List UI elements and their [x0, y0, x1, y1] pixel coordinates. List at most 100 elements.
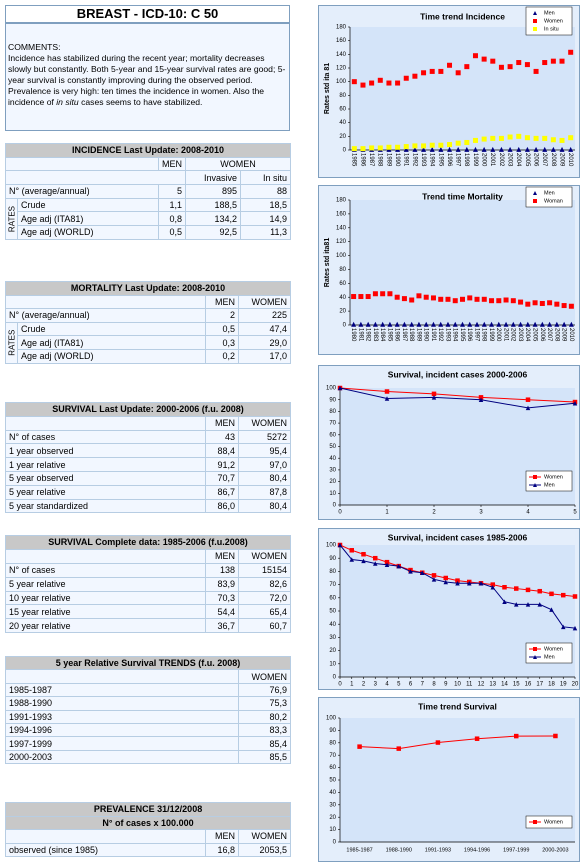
marker: [481, 296, 487, 302]
row-label: 5 year relative: [5, 576, 206, 592]
marker: [386, 144, 392, 150]
row: 5 year standardized 86,0 80,4: [5, 498, 292, 514]
cell-value: 86,0: [205, 498, 239, 514]
marker: [550, 137, 556, 143]
row-label: 1 year observed: [5, 443, 206, 459]
y-tick-label: 70: [329, 582, 336, 588]
x-tick-label: 2008: [553, 328, 559, 342]
y-tick-label: 10: [329, 491, 336, 497]
x-tick-label: 2009: [558, 153, 564, 167]
marker: [403, 75, 409, 81]
cell: [5, 294, 206, 310]
table-title: PREVALENCE 31/12/2008: [4, 802, 292, 817]
marker: [431, 391, 437, 397]
cell-value: 2: [205, 308, 239, 323]
marker: [510, 298, 516, 304]
cell-value: 0,5: [205, 321, 239, 337]
marker: [489, 321, 495, 327]
x-tick-label: 19: [560, 682, 567, 688]
marker: [394, 294, 400, 300]
column-header: MEN: [205, 415, 239, 431]
marker: [525, 602, 531, 607]
row: MEN WOMEN: [5, 548, 292, 564]
marker: [537, 588, 542, 594]
x-tick-label: 1994: [429, 153, 435, 167]
marker: [438, 68, 444, 74]
legend-label: Women: [544, 819, 563, 825]
cell-value: 5: [158, 184, 186, 199]
y-tick-label: 160: [336, 211, 347, 217]
marker: [412, 146, 418, 152]
y-tick-label: 30: [329, 467, 336, 473]
marker: [431, 577, 437, 582]
marker: [498, 135, 504, 141]
text: in situ: [56, 97, 79, 107]
x-tick-label: 1: [385, 510, 389, 516]
row: 5 year relative 83,9 82,6: [5, 576, 292, 592]
table-subtitle: N° of cases x 100.000: [4, 815, 292, 830]
y-tick-label: 100: [336, 253, 347, 259]
marker: [365, 321, 371, 327]
x-tick-label: 1992: [411, 153, 417, 167]
cell-value: 80,4: [237, 470, 292, 486]
marker: [533, 146, 539, 152]
marker: [525, 587, 531, 593]
marker: [438, 321, 444, 327]
cell-value: 0,5: [158, 225, 186, 240]
chart: Time trend Incidence 0 20 40 60 80 100 120 140 16…: [318, 5, 580, 178]
row-label: observed (since 1985): [5, 842, 206, 857]
marker: [481, 146, 487, 152]
x-tick-label: 10: [454, 682, 461, 688]
y-tick-label: 60: [339, 107, 346, 113]
x-tick-label: 1990: [423, 328, 429, 342]
row-label: 1994-1996: [5, 722, 239, 738]
cell: [5, 415, 206, 431]
cell-value: 80,4: [237, 498, 292, 514]
cell-value: 85,4: [237, 736, 292, 751]
marker: [478, 395, 484, 400]
marker: [572, 594, 578, 599]
marker: [502, 599, 507, 605]
chart-title: Survival, incident cases 1985-2006: [388, 532, 528, 542]
y-tick-label: 100: [336, 79, 347, 85]
row: 2000-2003 85,5: [5, 749, 292, 765]
marker: [455, 581, 460, 586]
row: 1991-1993 80,2: [5, 709, 292, 724]
cell-value: 2053,5: [237, 842, 292, 857]
x-tick-label: 1998: [481, 328, 487, 342]
text: cases seems to have stabilized.: [78, 97, 203, 107]
cell-value: 88,4: [205, 443, 239, 459]
column-header: MEN: [158, 156, 186, 172]
marker: [532, 321, 538, 327]
y-tick-label: 80: [329, 740, 336, 746]
cell-value: 43: [205, 429, 239, 445]
x-tick-label: 1997: [473, 328, 479, 342]
x-tick-label: 1988-1990: [386, 847, 412, 853]
column-header: WOMEN: [237, 669, 292, 684]
row: MEN WOMEN: [5, 294, 292, 310]
y-tick-label: 30: [329, 635, 336, 641]
marker: [525, 397, 531, 402]
marker: [452, 298, 458, 304]
marker: [561, 624, 566, 630]
marker: [429, 142, 435, 148]
marker: [510, 321, 516, 327]
marker: [525, 301, 531, 307]
row: Age adj (ITA81) 0,3 29,0: [6, 335, 292, 350]
marker: [401, 321, 407, 327]
x-tick-label: 1998: [463, 153, 469, 167]
legend: [525, 470, 573, 492]
y-tick-label: 180: [336, 198, 347, 204]
marker: [455, 146, 461, 152]
marker: [549, 607, 554, 612]
marker: [384, 562, 390, 568]
column-header: WOMEN: [237, 548, 292, 564]
marker: [360, 146, 366, 152]
legend-label: Women: [544, 474, 563, 480]
cell-value: 29,0: [237, 335, 292, 350]
row-label: N° of cases: [5, 562, 206, 578]
x-tick-label: 4: [526, 510, 530, 516]
marker: [455, 578, 460, 583]
x-tick-label: 1995: [459, 328, 465, 342]
marker: [572, 400, 578, 406]
